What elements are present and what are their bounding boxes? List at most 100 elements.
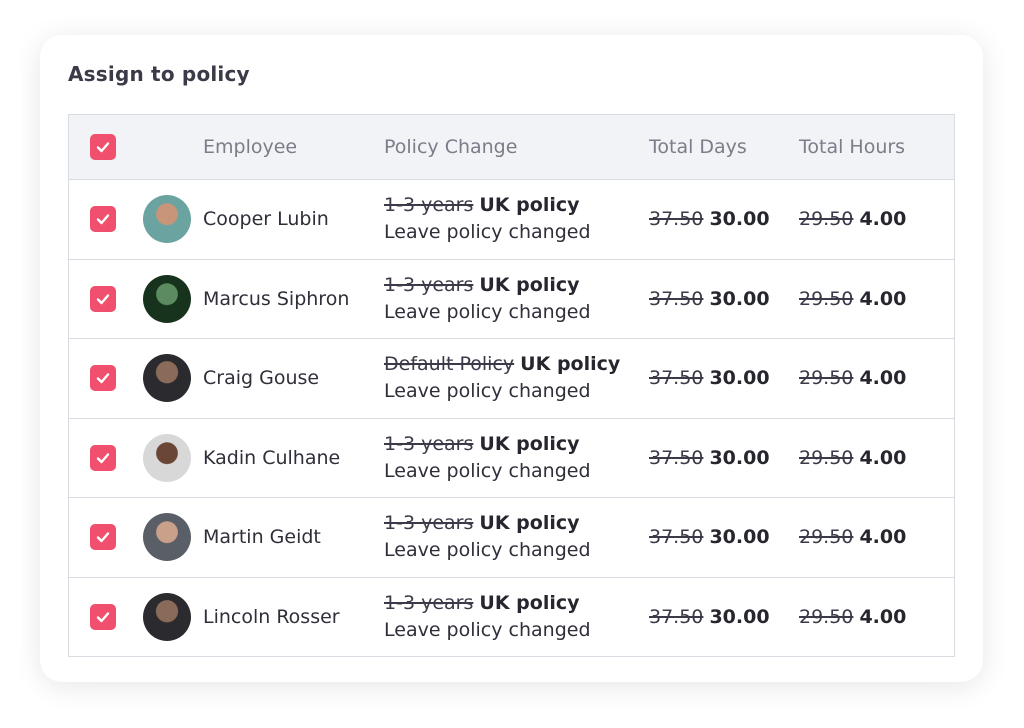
total-hours: 29.50 4.00 [799, 578, 906, 657]
employee-name: Craig Gouse [203, 367, 320, 390]
employee-row: Lincoln Rosser 1-3 years UK policy Leave p… [69, 576, 954, 657]
old-days: 37.50 [649, 287, 704, 310]
total-hours: 29.50 4.00 [799, 260, 906, 339]
old-days: 37.50 [649, 208, 704, 231]
policy-change: 1-3 years UK policy Leave policy changed [384, 578, 591, 657]
employee-name: Marcus Siphron [203, 287, 350, 310]
old-days: 37.50 [649, 526, 704, 549]
new-hours: 4.00 [859, 287, 907, 310]
total-days: 37.50 30.00 [649, 260, 770, 339]
row-checkbox[interactable] [90, 524, 116, 551]
policy-line: 1-3 years UK policy [384, 431, 580, 458]
employee-name: Cooper Lubin [203, 208, 329, 231]
policy-line: Default Policy UK policy [384, 351, 620, 378]
total-days: 37.50 30.00 [649, 419, 770, 498]
row-checkbox[interactable] [90, 603, 116, 630]
avatar [143, 195, 191, 244]
column-header: Employee [203, 136, 298, 158]
employee-name: Lincoln Rosser [203, 605, 340, 628]
check-icon [96, 214, 110, 225]
policy-line: 1-3 years UK policy [384, 272, 580, 299]
total-hours: 29.50 4.00 [799, 339, 906, 418]
new-hours: 4.00 [859, 446, 907, 469]
select-all-checkbox[interactable] [90, 134, 116, 160]
employee-name: Martin Geidt [203, 526, 321, 549]
total-days: 37.50 30.00 [649, 578, 770, 657]
total-hours: 29.50 4.00 [799, 498, 906, 577]
policy-card: Assign to policy Employee Policy Change To… [40, 35, 983, 682]
new-days: 30.00 [709, 367, 770, 390]
policy-note: Leave policy changed [384, 459, 591, 482]
new-days: 30.00 [709, 605, 770, 628]
row-checkbox[interactable] [90, 206, 116, 233]
check-icon [96, 612, 110, 622]
old-days: 37.50 [649, 605, 704, 628]
employee-row: Kadin Culhane 1-3 years UK policy Leave po… [69, 417, 954, 498]
column-header: Total Days [649, 136, 747, 158]
total-hours: 29.50 4.00 [799, 419, 906, 498]
old-policy: 1-3 years [384, 432, 474, 455]
avatar [143, 433, 191, 482]
new-policy: UK policy [520, 353, 621, 376]
avatar [143, 513, 191, 562]
check-icon [96, 453, 110, 463]
policy-change: 1-3 years UK policy Leave policy changed [384, 498, 591, 577]
avatar [143, 354, 191, 403]
old-hours: 29.50 [799, 208, 854, 231]
total-hours: 29.50 4.00 [799, 180, 906, 259]
policy-change: 1-3 years UK policy Leave policy changed [384, 180, 591, 259]
employee-row: Martin Geidt 1-3 years UK policy Leave pol… [69, 497, 954, 577]
new-hours: 4.00 [859, 605, 907, 628]
card-title: Assign to policy [68, 62, 250, 86]
check-icon [96, 294, 110, 304]
avatar [143, 274, 191, 323]
old-policy: Default Policy [384, 353, 515, 376]
check-icon [96, 373, 110, 384]
new-days: 30.00 [709, 446, 770, 469]
new-policy: UK policy [479, 273, 580, 296]
new-days: 30.00 [709, 208, 770, 231]
total-days: 37.50 30.00 [649, 180, 770, 259]
row-checkbox[interactable] [90, 444, 116, 471]
employee-table: Employee Policy Change Total Days Total Hou… [68, 114, 955, 657]
policy-change: Default Policy UK policy Leave policy cha… [384, 339, 620, 418]
old-policy: 1-3 years [384, 591, 474, 614]
avatar [143, 592, 191, 641]
old-hours: 29.50 [799, 605, 854, 628]
policy-line: 1-3 years UK policy [384, 510, 580, 537]
old-hours: 29.50 [799, 526, 854, 549]
employee-row: Marcus Siphron 1-3 years UK policy Leave p… [69, 258, 954, 339]
new-hours: 4.00 [859, 208, 907, 231]
employee-row: Craig Gouse Default Policy UK policy Leave… [69, 338, 954, 418]
employee-row: Cooper Lubin 1-3 years UK policy Leave pol… [69, 179, 954, 259]
old-hours: 29.50 [799, 287, 854, 310]
total-days: 37.50 30.00 [649, 498, 770, 577]
new-policy: UK policy [479, 591, 580, 614]
new-policy: UK policy [479, 512, 580, 535]
employee-name: Kadin Culhane [203, 446, 341, 469]
new-days: 30.00 [709, 287, 770, 310]
new-hours: 4.00 [859, 526, 907, 549]
row-checkbox[interactable] [90, 285, 116, 312]
column-header: Policy Change [384, 135, 518, 158]
header-row: Employee Policy Change Total Days Total Hou… [69, 115, 954, 179]
policy-change: 1-3 years UK policy Leave policy changed [384, 419, 591, 498]
check-icon [96, 532, 110, 543]
policy-note: Leave policy changed [384, 618, 591, 641]
policy-note: Leave policy changed [384, 300, 591, 323]
old-hours: 29.50 [799, 446, 854, 469]
new-policy: UK policy [479, 194, 580, 217]
old-policy: 1-3 years [384, 194, 474, 217]
old-hours: 29.50 [799, 367, 854, 390]
old-days: 37.50 [649, 367, 704, 390]
total-days: 37.50 30.00 [649, 339, 770, 418]
column-header: Total Hours [799, 136, 906, 158]
policy-change: 1-3 years UK policy Leave policy changed [384, 260, 591, 339]
new-days: 30.00 [709, 526, 770, 549]
row-checkbox[interactable] [90, 365, 116, 392]
new-hours: 4.00 [859, 367, 907, 390]
new-policy: UK policy [479, 432, 580, 455]
old-policy: 1-3 years [384, 512, 474, 535]
old-days: 37.50 [649, 446, 704, 469]
